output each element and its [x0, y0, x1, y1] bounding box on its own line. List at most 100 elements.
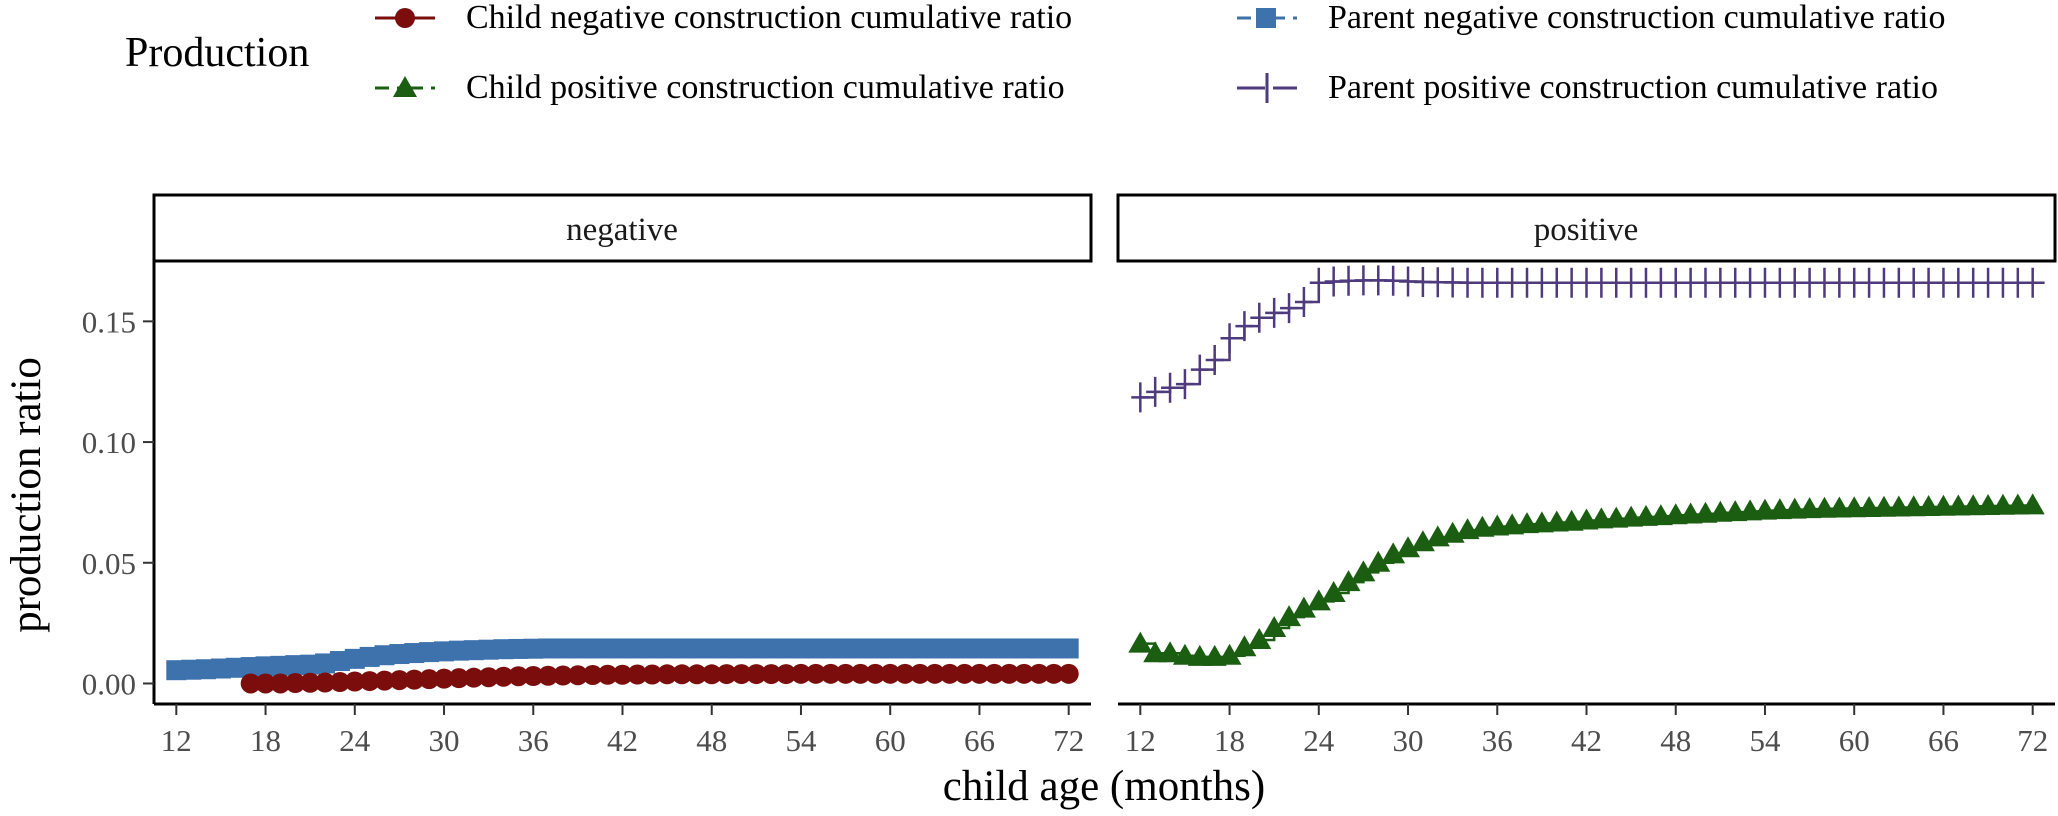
x-tick-label: 66: [964, 723, 995, 758]
x-tick-label: 30: [429, 723, 460, 758]
data-point: [909, 663, 930, 684]
legend-item-child-positive: Child positive construction cumulative r…: [375, 69, 1065, 106]
data-point: [865, 663, 886, 684]
data-point: [1158, 641, 1183, 663]
legend-label: Child positive construction cumulative r…: [466, 69, 1065, 106]
data-point: [1396, 536, 1421, 558]
x-tick-label: 48: [1660, 723, 1691, 758]
data-point: [344, 671, 365, 692]
data-point: [2023, 267, 2042, 298]
x-axis-title: child age (months): [943, 763, 1265, 810]
y-tick-label: 0.15: [82, 304, 136, 339]
data-point: [582, 665, 603, 686]
y-tick-label: 0.10: [82, 425, 136, 460]
data-point: [731, 664, 752, 685]
x-tick-label: 30: [1393, 723, 1424, 758]
data-point: [642, 664, 663, 685]
data-point: [1265, 297, 1284, 328]
data-point: [1277, 605, 1302, 627]
data-point: [820, 663, 841, 684]
data-point: [538, 665, 559, 686]
data-point: [315, 672, 336, 693]
legend-key-square: [1256, 8, 1276, 28]
data-point: [1220, 323, 1239, 354]
data-point: [701, 664, 722, 685]
data-point: [1235, 311, 1254, 342]
x-tick-label: 72: [2017, 723, 2048, 758]
data-point: [374, 670, 395, 691]
x-tick-label: 12: [1125, 723, 1156, 758]
data-point: [478, 667, 499, 688]
x-tick-label: 60: [1839, 723, 1870, 758]
strip-box: [152, 193, 1093, 263]
data-point: [1161, 372, 1180, 403]
data-point: [1232, 635, 1257, 657]
data-point: [553, 665, 574, 686]
facet-strip-positive: positive: [1116, 193, 2057, 263]
data-point: [776, 664, 797, 685]
data-point: [984, 663, 1005, 684]
data-point: [850, 663, 871, 684]
data-point: [627, 664, 648, 685]
y-axis: 0.00 0.05 0.10 0.15: [82, 304, 154, 701]
data-point: [597, 664, 618, 685]
data-point: [1247, 628, 1272, 650]
data-point: [657, 664, 678, 685]
x-tick-label: 72: [1053, 723, 1084, 758]
data-point: [1321, 580, 1346, 602]
data-point: [1294, 287, 1313, 318]
data-point: [746, 664, 767, 685]
x-tick-label: 42: [1571, 723, 1602, 758]
data-point: [1291, 596, 1316, 618]
data-point: [255, 673, 276, 694]
data-point: [448, 668, 469, 689]
data-point: [1250, 302, 1269, 333]
data-point: [1190, 354, 1209, 385]
data-point: [493, 666, 514, 687]
x-tick-label: 24: [1303, 723, 1335, 758]
strip-label: negative: [566, 212, 678, 248]
data-point: [434, 668, 455, 689]
data-point: [404, 669, 425, 690]
facet-strip-negative: negative: [152, 193, 1093, 263]
y-tick-label: 0.00: [82, 666, 136, 701]
y-tick-label: 0.05: [82, 546, 136, 581]
data-point: [1175, 369, 1194, 400]
legend-item-parent-negative: Parent negative construction cumulative …: [1237, 0, 1945, 36]
data-point: [419, 669, 440, 690]
data-point: [1058, 663, 1079, 684]
x-tick-label: 36: [1482, 723, 1513, 758]
data-point: [612, 664, 633, 685]
data-point: [1280, 293, 1299, 324]
x-tick-label: 60: [875, 723, 906, 758]
data-point: [1217, 643, 1242, 665]
legend-title: Production: [125, 30, 309, 76]
data-point: [999, 663, 1020, 684]
data-point: [671, 664, 692, 685]
legend: Production Child negative construction c…: [125, 0, 1945, 106]
legend-item-parent-positive: Parent positive construction cumulative …: [1237, 69, 1938, 106]
data-point: [1205, 344, 1224, 375]
x-tick-label: 66: [1928, 723, 1959, 758]
data-point: [2020, 493, 2045, 515]
legend-key-triangle: [393, 76, 417, 97]
data-point: [270, 673, 291, 694]
data-point: [389, 670, 410, 691]
x-tick-label: 12: [161, 723, 192, 758]
data-point: [716, 664, 737, 685]
x-tick-label: 18: [250, 723, 281, 758]
data-point: [1306, 589, 1331, 611]
data-point: [895, 663, 916, 684]
data-point: [329, 672, 350, 693]
data-point: [686, 664, 707, 685]
legend-label: Parent negative construction cumulative …: [1328, 0, 1945, 36]
x-tick-label: 48: [696, 723, 727, 758]
data-point: [1381, 542, 1406, 564]
data-point: [1146, 376, 1165, 407]
data-point: [1172, 643, 1197, 665]
legend-item-child-negative: Child negative construction cumulative r…: [375, 0, 1072, 36]
legend-label: Parent positive construction cumulative …: [1328, 69, 1938, 106]
data-point: [1058, 638, 1079, 659]
data-point: [790, 663, 811, 684]
x-tick-label: 36: [518, 723, 549, 758]
